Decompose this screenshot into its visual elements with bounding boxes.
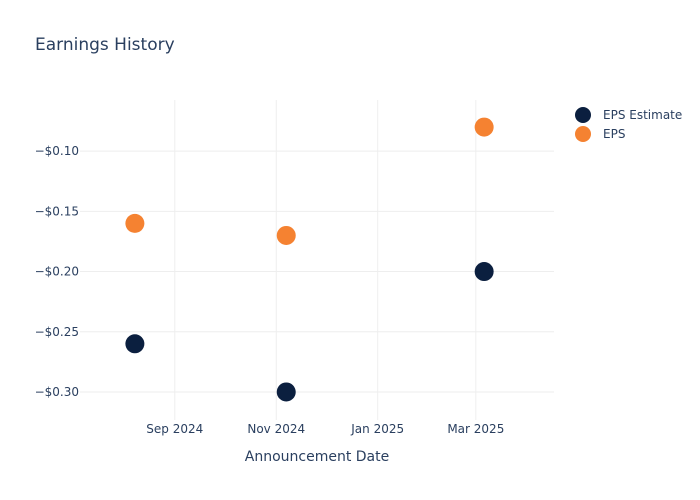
eps-point[interactable] (276, 225, 296, 245)
x-tick-label: Sep 2024 (146, 422, 203, 436)
x-tick-label: Mar 2025 (447, 422, 504, 436)
legend-label: EPS (603, 127, 625, 141)
x-axis-title: Announcement Date (245, 449, 389, 465)
y-tick-label: −$0.15 (35, 204, 79, 218)
legend-item-eps-estimate[interactable]: EPS Estimate (575, 107, 682, 123)
grid-lines (80, 100, 554, 420)
eps-estimate-point[interactable] (125, 334, 145, 354)
x-tick-label: Nov 2024 (247, 422, 305, 436)
eps-point[interactable] (474, 117, 494, 137)
legend[interactable]: EPS Estimate EPS (575, 107, 682, 142)
legend-item-eps[interactable]: EPS (575, 126, 625, 142)
chart-title: Earnings History (35, 35, 175, 55)
legend-marker (575, 107, 591, 123)
legend-label: EPS Estimate (603, 108, 682, 122)
y-tick-label: −$0.25 (35, 325, 79, 339)
eps-estimate-point[interactable] (276, 382, 296, 402)
y-axis-ticks: −$0.10 −$0.15 −$0.20 −$0.25 −$0.30 (35, 144, 79, 399)
data-points (125, 117, 494, 402)
eps-point[interactable] (125, 213, 145, 233)
y-tick-label: −$0.30 (35, 385, 79, 399)
x-axis-ticks: Sep 2024 Nov 2024 Jan 2025 Mar 2025 (146, 422, 504, 436)
x-tick-label: Jan 2025 (350, 422, 404, 436)
y-tick-label: −$0.20 (35, 265, 79, 279)
legend-marker (575, 126, 591, 142)
y-tick-label: −$0.10 (35, 144, 79, 158)
eps-estimate-point[interactable] (474, 262, 494, 282)
